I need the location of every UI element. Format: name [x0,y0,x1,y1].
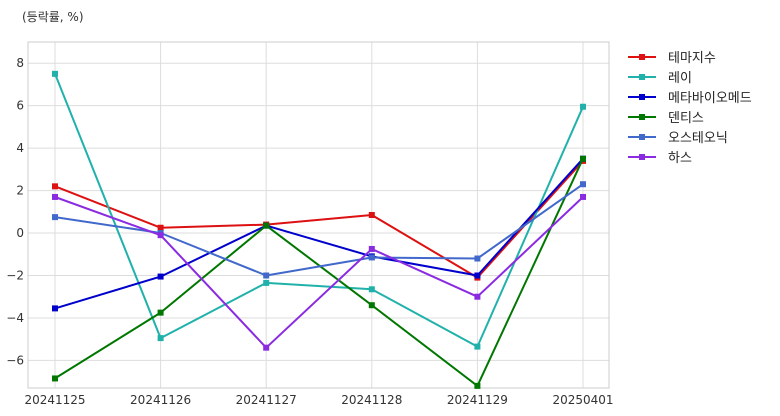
data-point [474,255,481,262]
unit-label: (등락률, %) [22,10,84,24]
data-point [368,245,375,252]
data-point [368,286,375,293]
x-tick-label: 20241126 [130,393,191,407]
legend-label: 오스테오닉 [668,131,728,146]
data-point [263,344,270,351]
series-line [54,73,584,348]
data-point [52,375,58,382]
data-point [157,232,164,239]
y-tick-label: 0 [16,226,24,240]
data-point [263,279,270,286]
x-tick-label: 20241129 [447,393,508,407]
y-tick-label: 2 [16,184,24,198]
data-point [52,305,58,312]
data-point [263,272,270,279]
data-point [52,214,58,221]
data-point [368,254,375,261]
legend-item: 테마지수 [628,51,716,66]
legend-item: 메타바이오메드 [628,91,752,106]
y-tick-label: −4 [6,311,24,325]
series-line [54,183,584,277]
x-tick-label: 20250401 [552,393,613,407]
data-point [368,302,375,309]
data-point [52,193,58,200]
legend-label: 덴티스 [668,111,704,126]
legend-swatch-marker [639,74,645,80]
series-3 [52,155,586,312]
legend-label: 메타바이오메드 [668,91,752,106]
data-point [368,212,375,218]
series-group [52,70,586,389]
legend-swatch-marker [639,154,645,160]
series-line [54,158,584,310]
data-point [474,382,481,389]
legend-swatch-marker [639,134,645,140]
series-4 [52,155,586,389]
x-tick-label: 20241127 [236,393,297,407]
legend-label: 레이 [668,71,692,86]
series-2 [52,70,586,350]
data-point [157,309,164,316]
x-tick-label: 20241125 [24,393,85,407]
legend-item: 오스테오닉 [628,131,728,146]
y-tick-label: 4 [16,141,24,155]
data-point [52,70,58,77]
series-line [54,158,584,387]
x-tick-label: 20241128 [341,393,402,407]
series-line [54,160,584,279]
grid [28,42,609,388]
y-tick-label: 6 [16,99,24,113]
series-1 [52,157,586,281]
plot-frame [27,41,610,389]
series-line [54,196,584,349]
legend-swatch-marker [639,94,645,100]
data-point [157,224,164,231]
data-point [474,343,481,350]
legend-swatch-marker [639,114,645,120]
y-tick-label: −2 [6,268,24,282]
data-point [474,293,481,300]
data-point [580,155,586,162]
legend-label: 테마지수 [668,51,716,66]
y-tick-label: −6 [6,353,24,367]
series-5 [52,181,586,279]
legend-item: 하스 [628,151,692,166]
series-6 [52,193,586,351]
x-axis-ticks: 20241125 20241126 20241127 20241128 20241129… [24,393,613,407]
legend-label: 하스 [668,151,692,166]
data-point [580,181,586,188]
y-axis-ticks: 8 6 4 2 0 −2 −4 −6 [6,56,24,367]
legend-item: 레이 [628,71,692,86]
data-point [157,335,164,342]
data-point [580,193,586,200]
data-point [580,103,586,110]
data-point [157,273,164,280]
data-point [263,222,270,229]
data-point [474,272,481,279]
y-tick-label: 8 [16,56,24,70]
legend-item: 덴티스 [628,111,704,126]
legend-swatch-marker [639,54,645,60]
data-point [52,183,58,190]
